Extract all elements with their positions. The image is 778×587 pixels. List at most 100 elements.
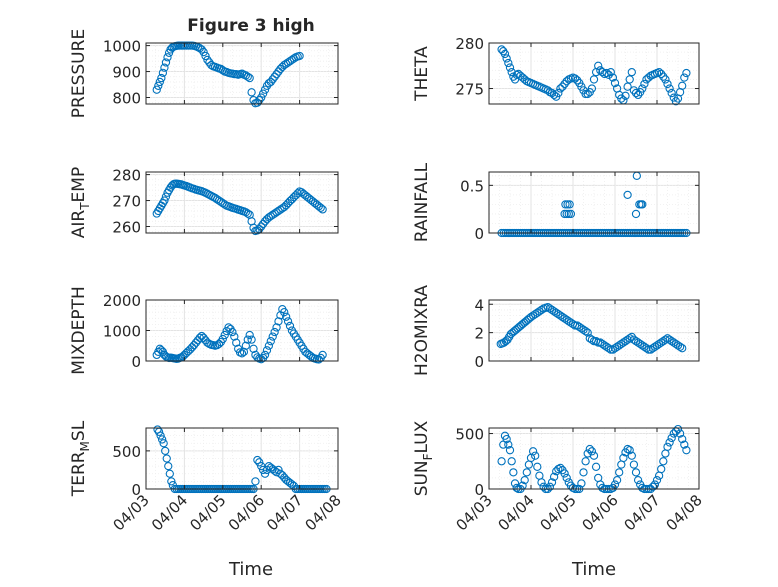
- data-point: [549, 472, 559, 481]
- data-point: [659, 72, 668, 81]
- data-point: [659, 336, 668, 346]
- data-point: [625, 446, 634, 455]
- data-point: [617, 94, 626, 103]
- data-point: [545, 482, 555, 491]
- data-point: [561, 200, 570, 209]
- data-point: [669, 429, 678, 438]
- subplot-3: 260 270 280 AIRTEMP: [69, 167, 339, 238]
- data-point: [274, 317, 283, 326]
- data-point: [285, 321, 295, 331]
- data-point: [562, 209, 571, 219]
- data-point: [665, 84, 674, 93]
- subplot-4: 0 0.5 RAINFALL: [412, 162, 700, 243]
- y-tick-label: 4: [474, 296, 484, 314]
- data-point: [665, 438, 674, 447]
- x-tick-label: 04/06: [225, 491, 268, 534]
- data-point: [596, 338, 605, 347]
- data-point: [268, 332, 277, 341]
- data-point: [251, 477, 260, 486]
- data-point: [652, 341, 662, 350]
- x-tick-label: 04/06: [579, 491, 622, 534]
- data-point: [152, 85, 161, 94]
- data-point: [158, 68, 168, 78]
- data-point: [268, 75, 277, 84]
- data-point: [272, 69, 281, 79]
- data-point: [560, 209, 569, 219]
- data-point: [502, 54, 511, 63]
- y-tick-label: 260: [112, 219, 141, 237]
- data-point: [243, 72, 252, 81]
- data-point: [602, 68, 611, 78]
- subplot-8: 050004/0304/0404/0504/0604/0704/08SUNFLU…: [412, 420, 706, 534]
- data-point: [528, 311, 538, 320]
- data-point: [543, 86, 552, 95]
- data-point: [573, 321, 582, 330]
- y-axis-label-8: SUNFLUX: [412, 420, 435, 496]
- data-point: [669, 338, 678, 347]
- data-point: [556, 311, 565, 320]
- data-point: [531, 310, 540, 319]
- data-point: [648, 344, 657, 353]
- data-point: [581, 457, 590, 466]
- data-point: [631, 88, 641, 98]
- data-point: [621, 336, 630, 346]
- y-tick-label: 0: [131, 353, 141, 371]
- data-point: [640, 79, 649, 89]
- data-point: [232, 338, 241, 347]
- y-tick-label: 0: [474, 353, 484, 371]
- axes-box: [488, 299, 700, 362]
- x-tick-label: 04/08: [663, 491, 706, 534]
- data-point: [560, 314, 569, 323]
- data-point: [629, 460, 639, 469]
- data-point: [295, 51, 304, 61]
- data-point: [661, 335, 670, 344]
- subplot-1: 800 900 1000 PRESSURE: [69, 29, 339, 118]
- data-point: [243, 335, 252, 344]
- data-point: [650, 342, 660, 351]
- data-point: [673, 341, 683, 350]
- data-point: [165, 469, 174, 478]
- data-point: [522, 468, 531, 477]
- data-point: [160, 63, 169, 72]
- data-point: [237, 349, 247, 358]
- data-point: [633, 338, 643, 347]
- data-point: [585, 444, 594, 454]
- data-point: [247, 88, 256, 97]
- data-point: [663, 79, 672, 89]
- data-point: [201, 51, 210, 61]
- data-point: [587, 84, 597, 93]
- series-markers: [497, 424, 691, 494]
- subplot-2: 275 280 THETA: [412, 35, 700, 106]
- data-point: [545, 304, 555, 313]
- axes-box: [488, 171, 700, 234]
- data-point: [652, 475, 662, 485]
- data-point: [675, 342, 685, 351]
- data-point: [162, 454, 171, 463]
- data-point: [682, 446, 691, 455]
- data-point: [253, 455, 262, 465]
- data-point: [671, 339, 681, 349]
- data-point: [678, 434, 687, 444]
- data-point: [160, 196, 169, 205]
- x-axis-label-left: Time: [228, 559, 273, 580]
- data-point: [260, 85, 270, 94]
- data-point: [661, 75, 670, 84]
- data-point: [638, 200, 647, 209]
- series-markers: [497, 45, 691, 106]
- data-point: [283, 317, 293, 326]
- data-point: [575, 322, 584, 332]
- y-tick-label: 2: [474, 325, 484, 343]
- data-point: [608, 345, 618, 354]
- data-point: [316, 203, 325, 212]
- data-point: [293, 189, 302, 198]
- data-point: [272, 323, 281, 332]
- data-point: [573, 76, 582, 85]
- data-point: [509, 468, 518, 477]
- x-tick-label: 04/04: [495, 491, 538, 534]
- data-point: [549, 90, 559, 100]
- data-point: [504, 58, 513, 68]
- data-point: [266, 77, 275, 87]
- data-point: [604, 344, 613, 353]
- data-point: [675, 429, 685, 438]
- data-point: [156, 431, 165, 440]
